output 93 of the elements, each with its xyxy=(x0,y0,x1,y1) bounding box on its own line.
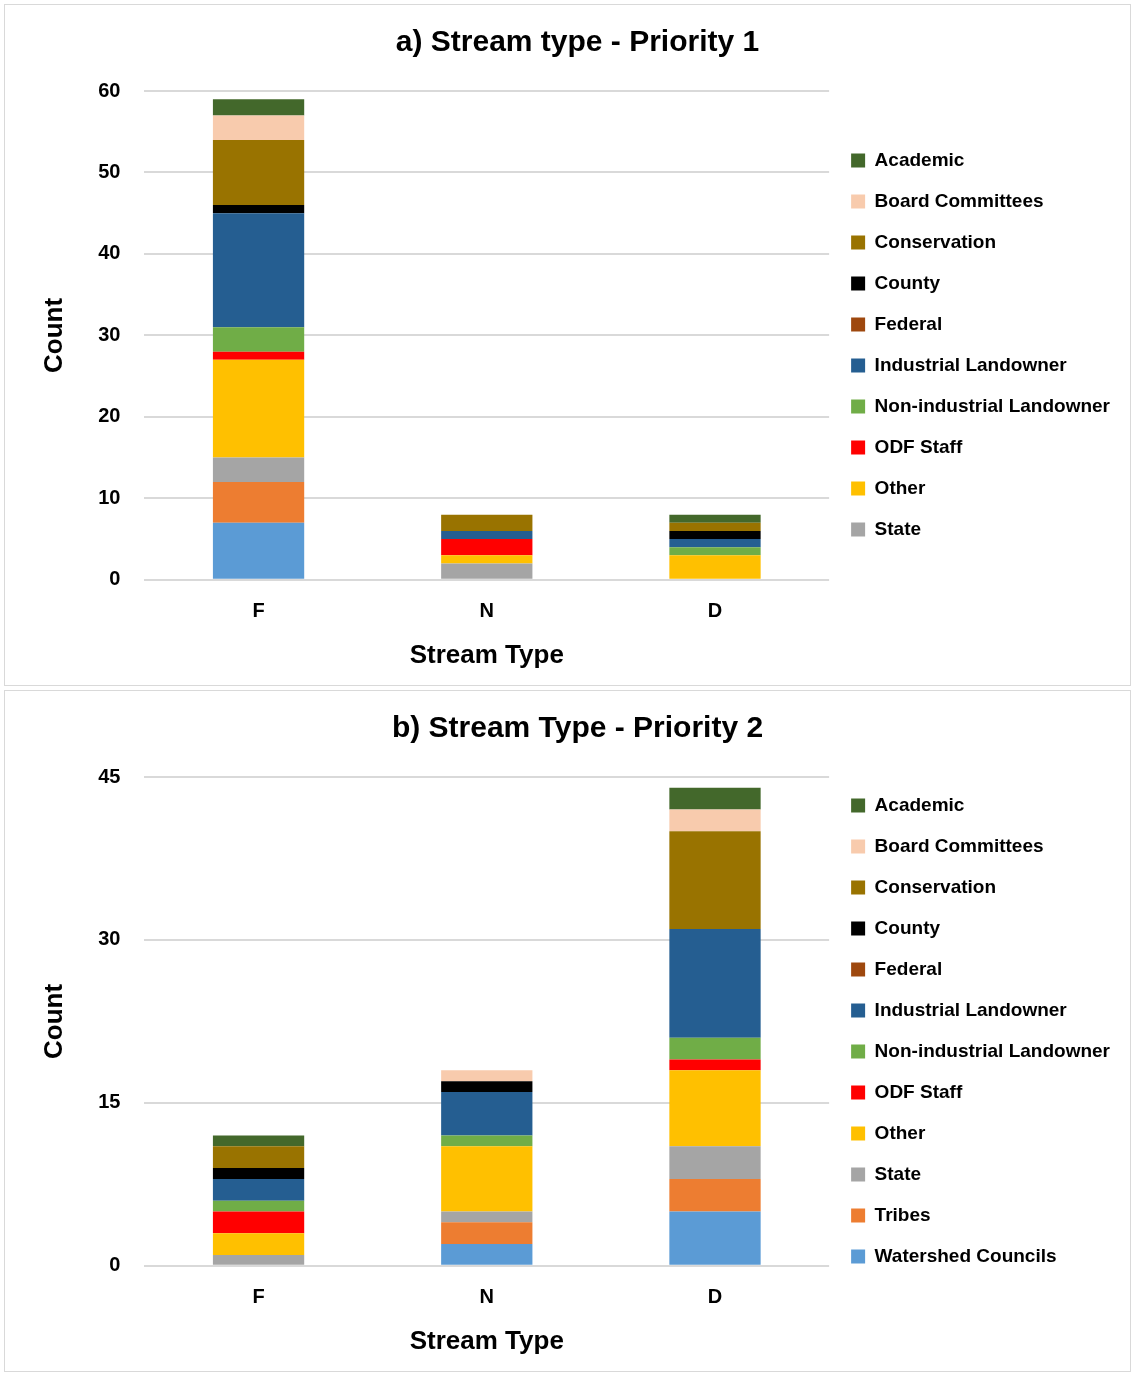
bar xyxy=(212,327,305,352)
bar xyxy=(441,1211,533,1223)
x-tick-label: D xyxy=(707,599,723,622)
bar xyxy=(441,1135,533,1147)
legend-label: County xyxy=(874,271,941,293)
x-axis-title: Stream Type xyxy=(409,638,564,669)
bar xyxy=(441,1244,533,1265)
bar xyxy=(441,555,533,564)
legend-label: Academic xyxy=(874,148,965,170)
legend-label: Non-industrial Landowner xyxy=(874,1039,1111,1061)
bar xyxy=(212,1146,305,1169)
bar xyxy=(441,1092,533,1136)
bar xyxy=(212,139,305,206)
y-tick-label: 30 xyxy=(98,927,121,950)
legend-label: Tribes xyxy=(874,1203,931,1225)
y-tick-label: 0 xyxy=(109,1253,121,1276)
bar xyxy=(212,482,305,523)
legend-label: Federal xyxy=(874,957,943,979)
y-tick-label: 20 xyxy=(98,404,121,427)
x-axis-title: Stream Type xyxy=(409,1324,564,1355)
bar xyxy=(212,1135,305,1147)
y-tick-label: 0 xyxy=(109,567,121,590)
bar xyxy=(212,1200,305,1212)
legend-label: Board Committees xyxy=(874,834,1044,856)
legend-label: Board Committees xyxy=(874,189,1044,211)
legend-label: State xyxy=(874,517,922,539)
legend-label: ODF Staff xyxy=(874,435,963,457)
bar xyxy=(669,1059,761,1071)
legend-label: Industrial Landowner xyxy=(874,353,1068,375)
bar xyxy=(669,809,761,832)
bar xyxy=(669,831,761,930)
bar xyxy=(212,205,305,214)
y-tick-label: 10 xyxy=(98,485,121,508)
legend-label: Other xyxy=(874,476,926,498)
x-tick-label: F xyxy=(252,1285,265,1308)
x-tick-label: N xyxy=(479,599,495,622)
bar xyxy=(212,359,305,458)
y-axis-title: Count xyxy=(37,297,68,373)
y-tick-label: 40 xyxy=(98,241,121,264)
y-tick-label: 60 xyxy=(98,78,121,101)
bar xyxy=(669,1211,761,1265)
legend-label: Academic xyxy=(874,793,965,815)
y-tick-label: 50 xyxy=(98,159,121,182)
bar xyxy=(441,514,533,531)
bar xyxy=(441,539,533,556)
y-tick-label: 45 xyxy=(98,764,121,787)
chart-title: b) Stream Type - Priority 2 xyxy=(391,710,764,744)
bar xyxy=(441,530,533,540)
y-tick-label: 15 xyxy=(98,1090,121,1113)
bar xyxy=(441,1081,533,1092)
x-tick-label: N xyxy=(479,1285,495,1308)
bar xyxy=(669,1070,761,1147)
bar xyxy=(212,1254,305,1265)
bar xyxy=(669,555,761,579)
bar xyxy=(212,115,305,140)
bar xyxy=(212,1211,305,1234)
bar xyxy=(441,1222,533,1245)
y-axis-title: Count xyxy=(37,983,68,1059)
bar xyxy=(669,514,761,523)
legend-label: Conservation xyxy=(874,875,997,897)
legend-label: Federal xyxy=(874,312,943,334)
legend-label: State xyxy=(874,1162,922,1184)
bar xyxy=(212,99,305,116)
legend-label: Non-industrial Landowner xyxy=(874,394,1111,416)
legend-label: Industrial Landowner xyxy=(874,998,1068,1020)
legend-label: Conservation xyxy=(874,230,997,252)
bar xyxy=(441,563,533,579)
bar xyxy=(212,1168,305,1179)
bar xyxy=(669,929,761,1038)
bar xyxy=(212,1178,305,1201)
bar xyxy=(669,1178,761,1212)
chart-title: a) Stream type - Priority 1 xyxy=(395,24,760,58)
bar xyxy=(669,547,761,556)
x-tick-label: F xyxy=(252,599,265,622)
bar xyxy=(212,213,305,328)
bar xyxy=(212,1233,305,1255)
bar xyxy=(669,530,761,540)
bar xyxy=(441,1070,533,1082)
bar xyxy=(212,457,305,483)
bar xyxy=(212,351,305,360)
legend-label: Watershed Councils xyxy=(874,1244,1057,1266)
bar xyxy=(669,539,761,548)
bar xyxy=(212,522,305,579)
y-tick-label: 30 xyxy=(98,322,121,345)
legend-label: County xyxy=(874,916,941,938)
legend-label: Other xyxy=(874,1121,926,1143)
x-tick-label: D xyxy=(707,1285,723,1308)
bar xyxy=(669,1037,761,1060)
bar xyxy=(669,1146,761,1179)
bar xyxy=(441,1146,533,1212)
bar xyxy=(669,522,761,531)
bar xyxy=(669,787,761,810)
legend-label: ODF Staff xyxy=(874,1080,963,1102)
